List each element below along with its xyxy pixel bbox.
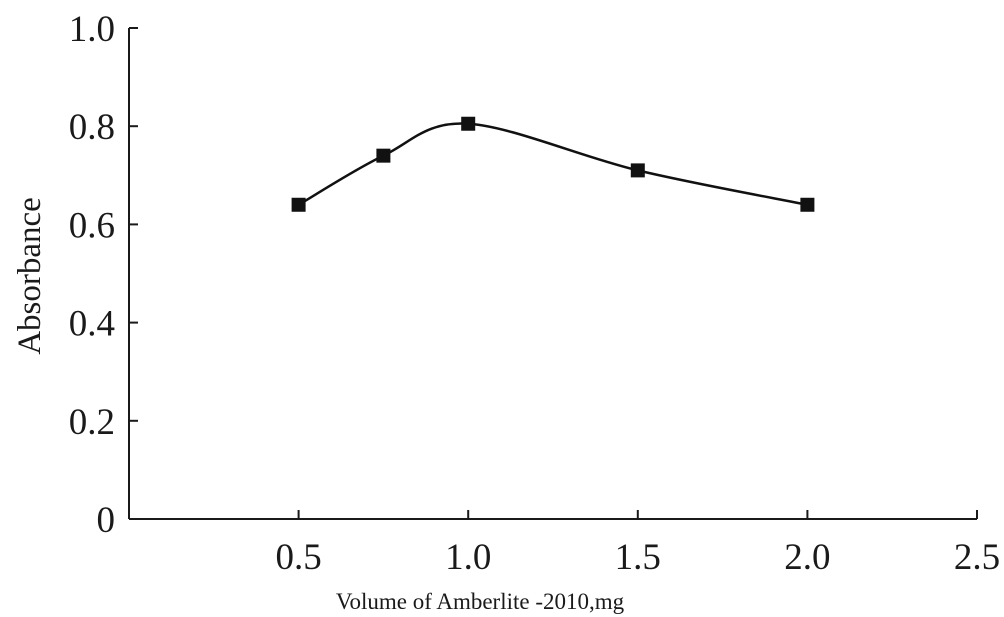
y-ticks: 0 0.2 0.4 0.6 0.8 1.0 [69, 9, 138, 541]
y-tick-label: 0.2 [69, 402, 115, 443]
data-point-marker [630, 163, 645, 178]
y-tick-label: 0.6 [69, 205, 115, 246]
data-point-marker [461, 116, 476, 131]
series-line [297, 122, 808, 206]
x-ticks: 0.5 1.0 1.5 2.0 2.5 [275, 510, 1000, 578]
data-point-marker [376, 148, 391, 163]
data-point-marker [800, 197, 815, 212]
x-tick-label: 1.5 [615, 537, 661, 578]
x-tick-label: 0.5 [275, 537, 321, 578]
series-layer [291, 116, 815, 212]
y-axis-label: Absorbance [12, 197, 48, 355]
y-tick-label: 0 [97, 500, 116, 541]
y-tick-label: 0.4 [69, 304, 115, 345]
axes [128, 28, 977, 520]
y-tick-label: 1.0 [69, 9, 115, 50]
data-point-marker [291, 197, 306, 212]
x-tick-label: 2.0 [784, 537, 830, 578]
x-axis-label: Volume of Amberlite -2010,mg [336, 589, 625, 614]
x-tick-label: 1.0 [445, 537, 491, 578]
x-tick-label: 2.5 [954, 537, 1000, 578]
y-tick-label: 0.8 [69, 107, 115, 148]
